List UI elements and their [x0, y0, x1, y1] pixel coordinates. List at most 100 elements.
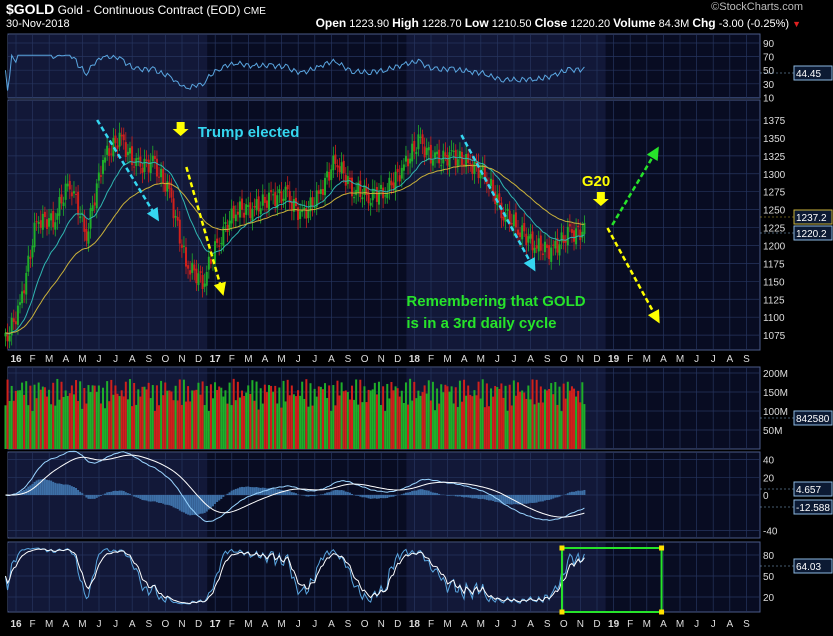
month-label: M	[676, 354, 684, 365]
macd-histogram-bar	[114, 490, 117, 495]
macd-histogram-bar	[54, 482, 57, 495]
macd-histogram-bar	[151, 495, 154, 502]
candle-body	[168, 181, 171, 189]
macd-histogram-bar	[214, 495, 217, 504]
candle-body	[72, 191, 75, 194]
macd-histogram-bar	[226, 493, 229, 495]
rsi-tick-label: 30	[763, 80, 775, 91]
candle-body	[363, 185, 366, 196]
macd-histogram-bar	[268, 488, 270, 495]
candle-body	[122, 134, 125, 141]
volume-bar	[207, 411, 210, 449]
triangle-down-icon: ▼	[792, 19, 801, 29]
volume-tick-label: 100M	[763, 407, 788, 418]
rsi-last: 44.45	[796, 69, 821, 80]
candle-body	[554, 240, 557, 249]
macd-tick-label: 20	[763, 473, 775, 484]
macd-histogram-bar	[207, 495, 210, 510]
macd-histogram-bar	[543, 495, 546, 501]
volume-bar	[193, 390, 196, 449]
macd-histogram-bar	[249, 487, 252, 495]
candle-body	[253, 205, 256, 208]
yellow-down-arrow-head	[213, 281, 226, 296]
volume-bar	[280, 407, 283, 449]
volume-bar	[483, 407, 486, 449]
volume-bar	[68, 393, 71, 449]
volume-bar	[321, 389, 324, 449]
candle-body	[112, 137, 115, 157]
macd-histogram-bar	[465, 495, 468, 498]
price-tick-label: 1300	[763, 170, 786, 181]
macd-histogram-bar	[180, 495, 183, 512]
candle-body	[87, 231, 90, 244]
rsi-line	[4, 53, 585, 91]
volume-bar	[508, 384, 511, 449]
candle-body	[583, 222, 586, 235]
month-label: S	[345, 354, 352, 365]
volume-bar	[14, 390, 17, 449]
candle-body	[450, 150, 453, 152]
candle-body	[241, 198, 244, 210]
candle-body	[531, 231, 534, 251]
volume-bar	[369, 390, 372, 449]
volume-bar	[151, 385, 154, 449]
month-label: D	[593, 619, 600, 630]
month-label: S	[743, 354, 750, 365]
candle-body	[180, 244, 183, 248]
candle-body	[390, 180, 393, 186]
volume-bar	[317, 386, 320, 449]
volume-bar	[575, 396, 578, 449]
volume-bar	[104, 408, 107, 449]
macd-histogram-bar	[116, 490, 119, 495]
volume-bar	[60, 381, 63, 449]
macd-histogram-bar	[384, 495, 387, 499]
macd-histogram-bar	[577, 490, 580, 495]
candle-body	[218, 245, 221, 247]
macd-histogram-bar	[355, 495, 358, 496]
volume-bar	[504, 385, 507, 449]
candle-body	[280, 191, 283, 203]
candle-body	[166, 181, 169, 192]
month-label: J	[312, 354, 317, 365]
macd-histogram-bar	[290, 492, 293, 495]
macd-histogram-bar	[537, 495, 540, 502]
volume-bar	[299, 395, 302, 449]
candle-body	[185, 247, 187, 267]
down-arrow-icon	[592, 192, 609, 206]
macd-histogram-bar	[64, 484, 67, 495]
macd-histogram-bar	[178, 495, 181, 511]
candle-body	[151, 155, 154, 162]
candle-body	[409, 158, 412, 164]
volume-bar	[353, 399, 356, 449]
candle-body	[517, 229, 519, 235]
month-label: D	[195, 619, 202, 630]
candle-body	[353, 197, 356, 199]
price-tick-label: 1075	[763, 331, 786, 342]
volume-bar	[396, 388, 399, 449]
candle-body	[35, 220, 38, 223]
candle-body	[33, 222, 36, 248]
macd-histogram-bar	[243, 487, 246, 495]
candle-body	[460, 151, 463, 166]
volume-bar	[54, 405, 57, 449]
price-tick-label: 1225	[763, 224, 786, 235]
cyan-down-arrow-head	[146, 207, 160, 222]
macd-histogram-bar	[137, 495, 140, 498]
macd-histogram-bar	[143, 495, 146, 501]
macd-histogram-bar	[172, 495, 175, 508]
volume-bar	[407, 404, 410, 449]
month-label: 18	[409, 354, 421, 365]
month-label: J	[512, 619, 517, 630]
macd-histogram-bar	[336, 489, 339, 495]
price-tick-label: 1250	[763, 206, 786, 217]
candle-body	[560, 232, 563, 242]
candle-body	[525, 233, 528, 246]
highlight-box	[560, 547, 663, 613]
month-label: A	[328, 354, 335, 365]
volume-bar	[39, 389, 42, 449]
annotation-cycle-2: is in a 3rd daily cycle	[406, 315, 556, 332]
candle-body	[494, 191, 497, 204]
candle-body	[162, 168, 165, 184]
price-last-box	[793, 225, 833, 241]
